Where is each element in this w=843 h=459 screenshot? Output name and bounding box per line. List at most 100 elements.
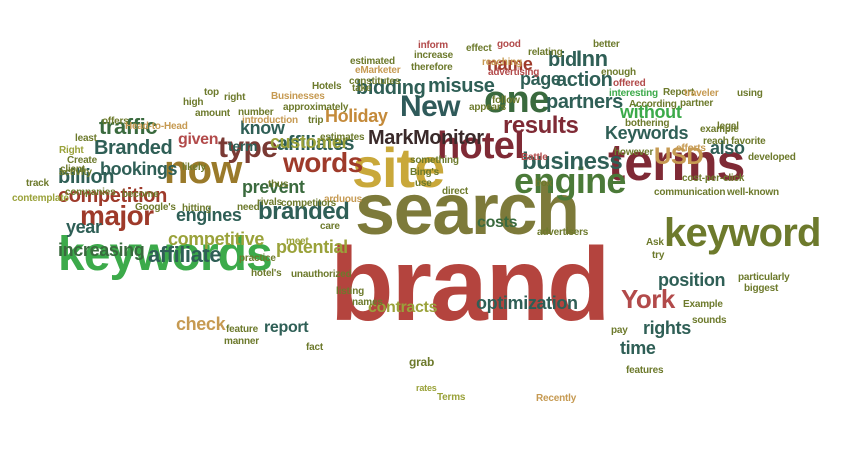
cloud-word: Recently — [536, 393, 577, 404]
cloud-word: costs — [477, 214, 518, 231]
cloud-word: follow — [492, 95, 520, 106]
cloud-word: customer — [270, 132, 349, 152]
cloud-word: results — [503, 112, 579, 139]
cloud-word: Report — [663, 87, 695, 98]
cloud-word: rivals — [257, 197, 282, 208]
cloud-word: Inn — [576, 46, 608, 71]
cloud-word: sounds — [692, 315, 727, 326]
cloud-word: box — [535, 178, 553, 189]
cloud-word: cost-per-click — [682, 173, 745, 184]
cloud-word: better — [593, 39, 620, 50]
cloud-word: Example — [683, 299, 723, 310]
cloud-word: efforts — [676, 143, 706, 154]
cloud-word: Terms — [437, 392, 466, 403]
cloud-word: become — [122, 189, 159, 200]
cloud-word: engines — [176, 205, 242, 225]
cloud-word: Head-to-Head — [125, 121, 188, 132]
cloud-word: Bing's — [410, 167, 439, 178]
cloud-word: hotel's — [251, 268, 282, 279]
cloud-word: without — [620, 102, 682, 122]
cloud-word: rates — [416, 383, 437, 393]
cloud-word: USD — [654, 143, 704, 170]
cloud-word: offered — [613, 78, 646, 89]
cloud-word: try — [652, 250, 665, 261]
cloud-word: Keywords — [605, 123, 689, 143]
cloud-word: appears — [469, 102, 506, 113]
cloud-word: Create — [67, 155, 97, 166]
cloud-word: estimates — [320, 132, 365, 143]
cloud-word: direct — [442, 186, 469, 197]
cloud-word: estimated — [350, 56, 395, 67]
cloud-word: name — [487, 54, 533, 74]
cloud-word: traveler — [684, 88, 719, 99]
cloud-word: traffic — [99, 114, 158, 139]
cloud-word: type — [218, 131, 278, 164]
cloud-word: report — [264, 319, 309, 336]
cloud-word: New — [400, 90, 460, 123]
cloud-word: bookings — [100, 159, 178, 179]
cloud-word: Hotels — [312, 81, 342, 92]
cloud-word: Branded — [94, 137, 173, 159]
cloud-word: Ask — [646, 237, 664, 248]
cloud-word: optimization — [476, 293, 578, 313]
cloud-word: top — [204, 87, 219, 98]
cloud-word: competitors — [281, 198, 337, 209]
cloud-word: reaching — [482, 57, 523, 68]
cloud-word: keywords — [58, 228, 273, 281]
cloud-word: engine — [514, 160, 626, 201]
cloud-word: bidding — [356, 77, 426, 99]
cloud-word: terms — [608, 134, 745, 192]
cloud-word: bothering — [625, 118, 670, 129]
cloud-word: manner — [224, 336, 259, 347]
cloud-word: competitive — [168, 229, 265, 249]
cloud-word: partner — [680, 98, 714, 109]
cloud-word: prevent — [242, 177, 305, 197]
cloud-word: eMarketer — [355, 65, 401, 76]
cloud-word: practice — [239, 253, 276, 264]
cloud-word: Businesses — [271, 91, 325, 102]
cloud-word: bid — [548, 49, 577, 71]
cloud-word: constitutes — [349, 76, 401, 87]
cloud-word: potential — [276, 237, 348, 257]
cloud-word: names — [352, 297, 383, 308]
cloud-word: grab — [409, 355, 435, 369]
cloud-word: action — [556, 69, 613, 91]
cloud-word: Battle — [521, 152, 548, 163]
cloud-word: inform — [418, 40, 448, 51]
cloud-word: track — [26, 178, 49, 189]
cloud-word: page — [520, 69, 561, 89]
cloud-word: however — [614, 147, 654, 158]
cloud-word: thus — [268, 179, 289, 190]
cloud-word: arduous — [324, 194, 363, 205]
cloud-word: introduction — [242, 115, 298, 126]
cloud-word: one — [484, 79, 550, 121]
cloud-word: approximately — [283, 102, 349, 113]
cloud-word: competition — [58, 185, 167, 207]
cloud-word: particularly — [738, 272, 790, 283]
cloud-word: relating — [528, 47, 563, 58]
cloud-word: client — [60, 164, 85, 175]
cloud-word: right — [224, 92, 246, 103]
cloud-word: misuse — [428, 75, 495, 97]
cloud-word: legal — [717, 121, 739, 132]
cloud-word: major — [80, 200, 154, 231]
cloud-word: contracts — [368, 299, 438, 316]
cloud-word: feature — [226, 324, 258, 335]
cloud-word: biggest — [744, 283, 779, 294]
cloud-word: MarkMonitor — [368, 127, 484, 149]
cloud-word: search — [355, 170, 580, 250]
cloud-word: given — [178, 131, 219, 148]
cloud-word: check — [176, 314, 226, 334]
cloud-word: therefore — [411, 62, 453, 73]
cloud-word: activity — [59, 167, 92, 178]
cloud-word: likely — [182, 162, 206, 173]
cloud-word: enough — [601, 67, 636, 78]
cloud-word: hitting — [182, 203, 212, 214]
cloud-word: business — [522, 148, 623, 175]
cloud-word: amount — [195, 108, 230, 119]
cloud-word: unauthorized — [291, 269, 352, 280]
cloud-word: fact — [306, 342, 323, 353]
cloud-word: year — [66, 217, 102, 237]
cloud-word: number — [238, 107, 274, 118]
cloud-word: good — [497, 39, 521, 50]
